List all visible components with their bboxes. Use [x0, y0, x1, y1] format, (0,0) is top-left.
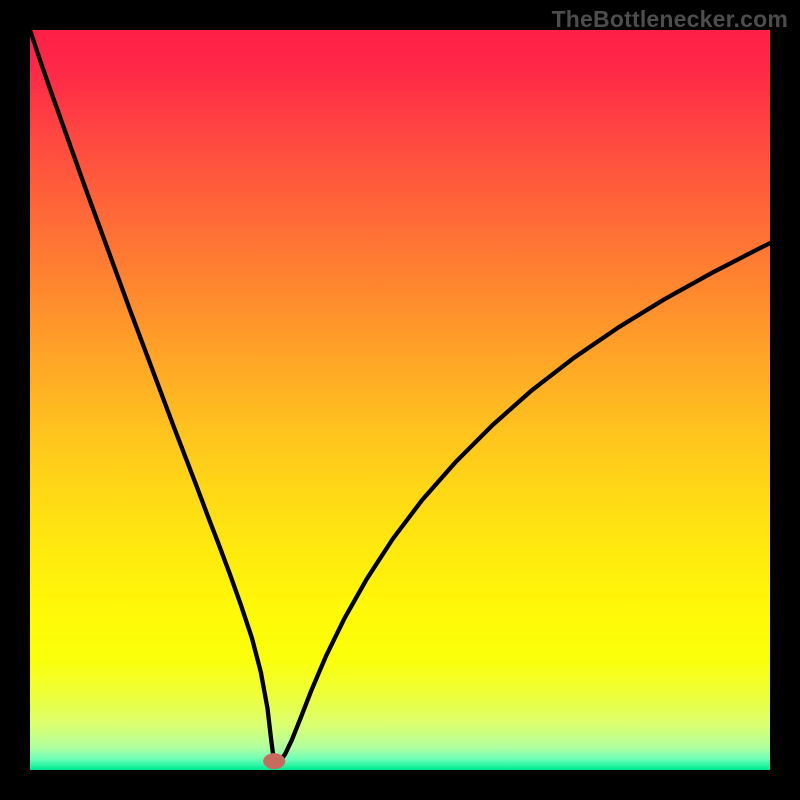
plot-gradient-area	[30, 30, 770, 770]
current-config-marker	[263, 753, 285, 769]
watermark-text: TheBottlenecker.com	[552, 6, 788, 33]
bottleneck-chart	[0, 0, 800, 800]
chart-container: TheBottlenecker.com	[0, 0, 800, 800]
